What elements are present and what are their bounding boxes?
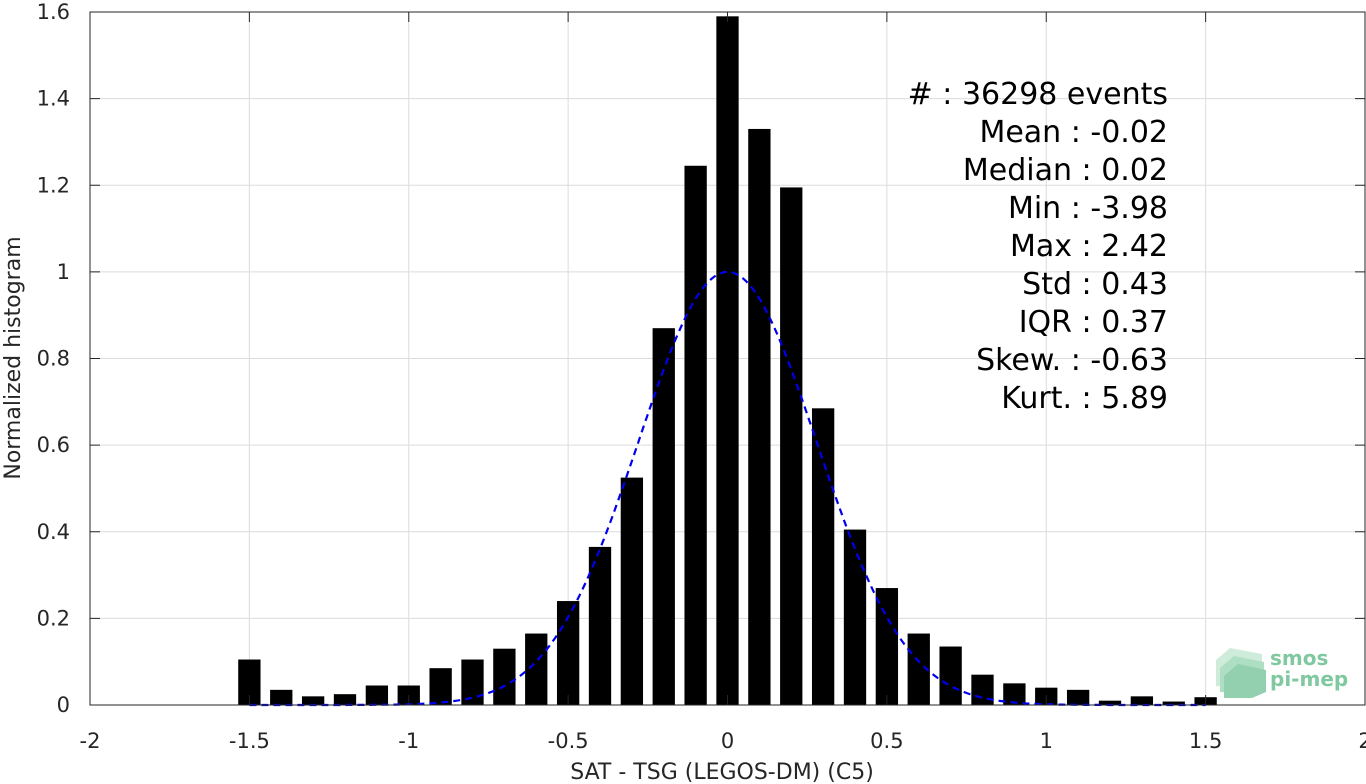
y-tick-label: 0 bbox=[57, 693, 70, 717]
histogram-bar bbox=[1162, 701, 1185, 705]
histogram-bar bbox=[525, 633, 548, 705]
histogram-bar bbox=[1003, 683, 1026, 705]
y-tick-label: 1.2 bbox=[37, 173, 70, 197]
stats-line: Median : 0.02 bbox=[963, 153, 1168, 188]
x-tick-label: -2 bbox=[80, 729, 101, 753]
y-tick-label: 1.6 bbox=[37, 0, 70, 24]
x-tick-label: 0.5 bbox=[870, 729, 903, 753]
histogram-bar bbox=[811, 408, 835, 705]
layered-waves-icon bbox=[1216, 648, 1266, 698]
x-tick-label: 2 bbox=[1358, 729, 1366, 753]
x-tick-label: 0 bbox=[721, 729, 734, 753]
histogram-bar bbox=[1066, 689, 1090, 705]
histogram-bar bbox=[238, 659, 261, 705]
stats-line: Kurt. : 5.89 bbox=[1001, 381, 1168, 416]
y-tick-label: 0.2 bbox=[37, 606, 70, 630]
histogram-bar bbox=[716, 16, 739, 706]
histogram-bar bbox=[429, 668, 452, 705]
histogram-bar bbox=[333, 694, 357, 705]
histogram-bar bbox=[971, 674, 994, 705]
x-tick-label: -1 bbox=[398, 729, 419, 753]
histogram-bar bbox=[780, 187, 803, 705]
x-axis-title: SAT - TSG (LEGOS-DM) (C5) bbox=[570, 760, 874, 784]
histogram-bar bbox=[620, 477, 644, 705]
stats-line: # : 36298 events bbox=[908, 77, 1168, 112]
y-axis-title: Normalized histogram bbox=[1, 236, 26, 479]
logo-line1: smos bbox=[1270, 646, 1328, 670]
histogram-bar bbox=[1130, 696, 1154, 705]
histogram-bar bbox=[301, 696, 325, 705]
stats-line: Mean : -0.02 bbox=[979, 115, 1168, 150]
histogram-bar bbox=[843, 529, 867, 705]
x-tick-label: 1 bbox=[1040, 729, 1053, 753]
stats-line: Skew. : -0.63 bbox=[976, 343, 1168, 378]
y-tick-label: 1 bbox=[57, 260, 70, 284]
histogram-bar bbox=[1098, 700, 1122, 705]
stats-line: Max : 2.42 bbox=[1010, 229, 1168, 264]
histogram-bar bbox=[588, 546, 612, 705]
histogram-bar bbox=[748, 128, 771, 706]
histogram-bar bbox=[939, 646, 962, 705]
stats-line: IQR : 0.37 bbox=[1019, 305, 1168, 340]
x-tick-label: 1.5 bbox=[1189, 729, 1222, 753]
y-tick-label: 0.6 bbox=[37, 433, 70, 457]
smos-pi-mep-logo: smos pi-mep bbox=[1216, 646, 1348, 698]
histogram-bar bbox=[365, 685, 389, 705]
y-tick-label: 1.4 bbox=[37, 87, 70, 111]
x-tick-labels: -2 -1.5 -1 -0.5 0 0.5 1 1.5 2 bbox=[80, 729, 1366, 753]
stats-line: Std : 0.43 bbox=[1022, 267, 1168, 302]
y-tick-label: 0.4 bbox=[37, 520, 70, 544]
histogram-bar bbox=[907, 633, 930, 705]
x-tick-label: -0.5 bbox=[548, 729, 589, 753]
y-tick-label: 0.8 bbox=[37, 347, 70, 371]
histogram-bar bbox=[875, 588, 899, 705]
histogram-bar bbox=[461, 659, 484, 705]
histogram-bar bbox=[270, 689, 293, 705]
stats-line: Min : -3.98 bbox=[1008, 191, 1168, 226]
y-tick-labels: 0 0.2 0.4 0.6 0.8 1 1.2 1.4 1.6 bbox=[37, 0, 70, 717]
histogram-bars bbox=[238, 16, 1217, 706]
histogram-bar bbox=[684, 165, 707, 705]
logo-line2: pi-mep bbox=[1270, 667, 1348, 691]
histogram-bar bbox=[652, 328, 675, 705]
axis-ticks bbox=[89, 11, 1366, 706]
histogram-bar bbox=[493, 648, 516, 705]
x-tick-label: -1.5 bbox=[229, 729, 270, 753]
